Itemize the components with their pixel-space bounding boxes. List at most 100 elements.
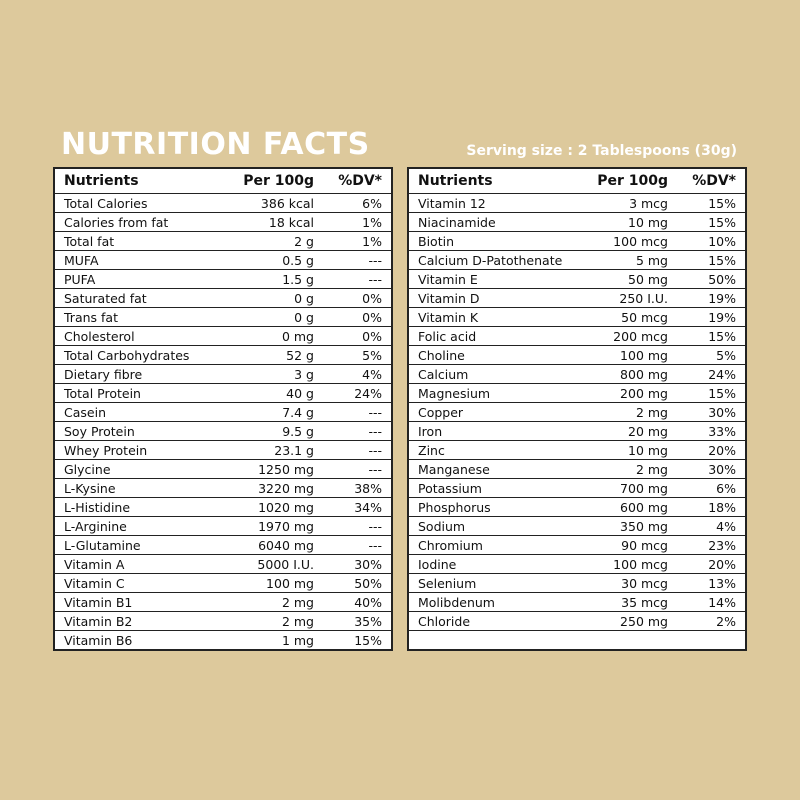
per-100g-value: 386 kcal bbox=[223, 193, 323, 213]
dv-value: 4% bbox=[677, 516, 746, 536]
per-100g-value: 250 I.U. bbox=[577, 288, 677, 308]
nutrient-name: Vitamin B1 bbox=[54, 592, 223, 612]
dv-value: 5% bbox=[677, 345, 746, 365]
dv-value: 0% bbox=[323, 288, 392, 308]
nutrient-name: Copper bbox=[408, 402, 577, 422]
dv-value: 38% bbox=[323, 478, 392, 498]
header-dv: %DV* bbox=[323, 168, 392, 194]
table-row: L-Glutamine 6040 mg --- bbox=[54, 535, 392, 555]
table-row: Total fat 2 g 1% bbox=[54, 231, 392, 251]
table-row: Soy Protein 9.5 g --- bbox=[54, 421, 392, 441]
nutrient-name: Vitamin B2 bbox=[54, 611, 223, 631]
per-100g-value: 100 mcg bbox=[577, 231, 677, 251]
per-100g-value: 5000 I.U. bbox=[223, 554, 323, 574]
dv-value: 15% bbox=[677, 326, 746, 346]
dv-value: 15% bbox=[677, 193, 746, 213]
dv-value: 30% bbox=[677, 402, 746, 422]
table-row: PUFA 1.5 g --- bbox=[54, 269, 392, 289]
nutrient-name: PUFA bbox=[54, 269, 223, 289]
per-100g-value: 100 mg bbox=[577, 345, 677, 365]
table-row: Calories from fat 18 kcal 1% bbox=[54, 212, 392, 232]
nutrient-name: Soy Protein bbox=[54, 421, 223, 441]
dv-value: 20% bbox=[677, 554, 746, 574]
dv-value: 24% bbox=[677, 364, 746, 384]
table-row: Cholesterol 0 mg 0% bbox=[54, 326, 392, 346]
header-per-100g: Per 100g bbox=[577, 168, 677, 194]
dv-value: 34% bbox=[323, 497, 392, 517]
per-100g-value: 700 mg bbox=[577, 478, 677, 498]
dv-value: --- bbox=[323, 516, 392, 536]
per-100g-value: 40 g bbox=[223, 383, 323, 403]
dv-value: --- bbox=[323, 402, 392, 422]
table-row: Glycine 1250 mg --- bbox=[54, 459, 392, 479]
nutrient-name: Casein bbox=[54, 402, 223, 422]
table-row: Trans fat 0 g 0% bbox=[54, 307, 392, 327]
per-100g-value: 250 mg bbox=[577, 611, 677, 631]
nutrient-name: Calcium bbox=[408, 364, 577, 384]
per-100g-value: 30 mcg bbox=[577, 573, 677, 593]
per-100g-value: 10 mg bbox=[577, 212, 677, 232]
per-100g-value: 100 mcg bbox=[577, 554, 677, 574]
dv-value: 6% bbox=[323, 193, 392, 213]
per-100g-value: 0 g bbox=[223, 307, 323, 327]
nutrient-name: Total Protein bbox=[54, 383, 223, 403]
nutrient-name: Total Calories bbox=[54, 193, 223, 213]
nutrient-name: Trans fat bbox=[54, 307, 223, 327]
table-row: Saturated fat 0 g 0% bbox=[54, 288, 392, 308]
dv-value: 40% bbox=[323, 592, 392, 612]
table-row: Folic acid 200 mcg 15% bbox=[408, 326, 746, 346]
table-row: Chromium 90 mcg 23% bbox=[408, 535, 746, 555]
table-row: Total Carbohydrates 52 g 5% bbox=[54, 345, 392, 365]
per-100g-value: 1.5 g bbox=[223, 269, 323, 289]
dv-value: 15% bbox=[677, 212, 746, 232]
nutrient-name: Vitamin C bbox=[54, 573, 223, 593]
per-100g-value: 3 g bbox=[223, 364, 323, 384]
nutrient-name bbox=[408, 630, 577, 651]
table-row: L-Kysine 3220 mg 38% bbox=[54, 478, 392, 498]
per-100g-value: 600 mg bbox=[577, 497, 677, 517]
dv-value: 4% bbox=[323, 364, 392, 384]
header-nutrients: Nutrients bbox=[54, 168, 223, 194]
per-100g-value: 350 mg bbox=[577, 516, 677, 536]
per-100g-value: 0.5 g bbox=[223, 250, 323, 270]
nutrient-name: Selenium bbox=[408, 573, 577, 593]
header-dv: %DV* bbox=[677, 168, 746, 194]
table-row: Vitamin B2 2 mg 35% bbox=[54, 611, 392, 631]
table-row: Iodine 100 mcg 20% bbox=[408, 554, 746, 574]
table-row: Total Calories 386 kcal 6% bbox=[54, 193, 392, 213]
nutrient-name: MUFA bbox=[54, 250, 223, 270]
dv-value: 13% bbox=[677, 573, 746, 593]
dv-value: --- bbox=[323, 459, 392, 479]
per-100g-value: 2 mg bbox=[223, 592, 323, 612]
nutrient-name: L-Kysine bbox=[54, 478, 223, 498]
header-nutrients: Nutrients bbox=[408, 168, 577, 194]
table-row: Phosphorus 600 mg 18% bbox=[408, 497, 746, 517]
dv-value: 50% bbox=[677, 269, 746, 289]
per-100g-value: 7.4 g bbox=[223, 402, 323, 422]
dv-value: 19% bbox=[677, 307, 746, 327]
dv-value: 5% bbox=[323, 345, 392, 365]
per-100g-value: 90 mcg bbox=[577, 535, 677, 555]
nutrient-name: Niacinamide bbox=[408, 212, 577, 232]
dv-value: 35% bbox=[323, 611, 392, 631]
table-row: Whey Protein 23.1 g --- bbox=[54, 440, 392, 460]
table-row: Manganese 2 mg 30% bbox=[408, 459, 746, 479]
per-100g-value: 2 mg bbox=[577, 402, 677, 422]
table-row: Choline 100 mg 5% bbox=[408, 345, 746, 365]
dv-value: 50% bbox=[323, 573, 392, 593]
per-100g-value: 50 mcg bbox=[577, 307, 677, 327]
table-row: Vitamin B6 1 mg 15% bbox=[54, 630, 392, 651]
dv-value: 23% bbox=[677, 535, 746, 555]
per-100g-value: 2 mg bbox=[223, 611, 323, 631]
table-row: Molibdenum 35 mcg 14% bbox=[408, 592, 746, 612]
dv-value: --- bbox=[323, 421, 392, 441]
per-100g-value: 3 mcg bbox=[577, 193, 677, 213]
per-100g-value: 200 mcg bbox=[577, 326, 677, 346]
nutrient-name: Total fat bbox=[54, 231, 223, 251]
per-100g-value: 5 mg bbox=[577, 250, 677, 270]
nutrient-name: Phosphorus bbox=[408, 497, 577, 517]
nutrient-name: Dietary fibre bbox=[54, 364, 223, 384]
per-100g-value: 35 mcg bbox=[577, 592, 677, 612]
nutrient-name: Manganese bbox=[408, 459, 577, 479]
table-row: Biotin 100 mcg 10% bbox=[408, 231, 746, 251]
